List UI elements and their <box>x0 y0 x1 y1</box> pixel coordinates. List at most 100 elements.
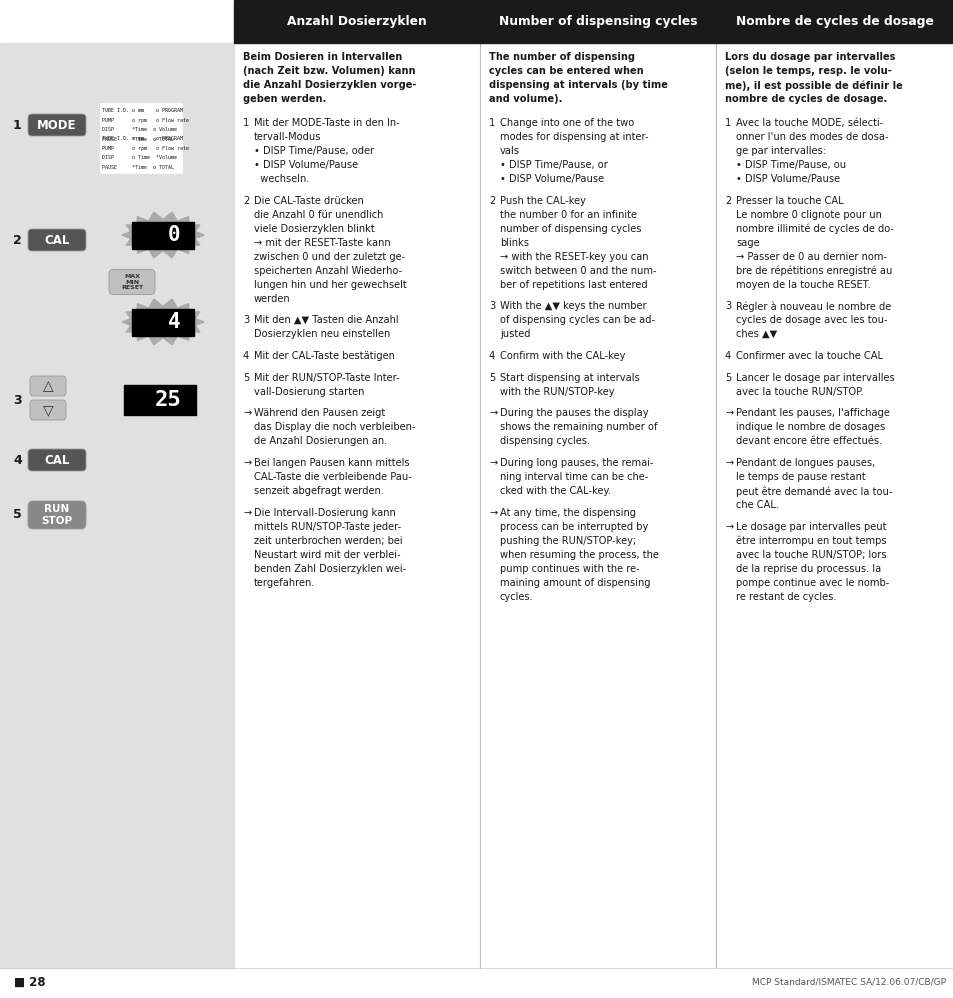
Text: indique le nombre de dosages: indique le nombre de dosages <box>735 422 884 432</box>
Text: blinks: blinks <box>499 238 529 248</box>
Text: speicherten Anzahl Wiederho-: speicherten Anzahl Wiederho- <box>253 265 402 275</box>
Text: (selon le temps, resp. le volu-: (selon le temps, resp. le volu- <box>724 66 891 76</box>
Text: CAL: CAL <box>44 453 70 466</box>
Text: werden: werden <box>253 293 291 303</box>
Text: benden Zahl Dosierzyklen wei-: benden Zahl Dosierzyklen wei- <box>253 564 406 574</box>
Text: tergefahren.: tergefahren. <box>253 578 315 588</box>
Text: 3: 3 <box>13 393 22 406</box>
Text: → Passer de 0 au dernier nom-: → Passer de 0 au dernier nom- <box>735 251 886 261</box>
Text: Dosierzyklen neu einstellen: Dosierzyklen neu einstellen <box>253 329 390 339</box>
Text: die Anzahl Dosierzyklen vorge-: die Anzahl Dosierzyklen vorge- <box>243 80 416 90</box>
FancyBboxPatch shape <box>30 376 66 396</box>
Text: 3: 3 <box>489 301 495 311</box>
Text: 3: 3 <box>724 301 731 311</box>
Text: 2: 2 <box>724 196 731 206</box>
Text: With the ▲▼ keys the number: With the ▲▼ keys the number <box>499 301 646 311</box>
Text: Le nombre 0 clignote pour un: Le nombre 0 clignote pour un <box>735 210 881 220</box>
Text: TUBE I.D. o mm    o PROGRAM: TUBE I.D. o mm o PROGRAM <box>102 137 183 142</box>
Text: Lancer le dosage par intervalles: Lancer le dosage par intervalles <box>735 372 894 382</box>
Text: 5: 5 <box>724 372 731 382</box>
Text: with the RUN/STOP-key: with the RUN/STOP-key <box>499 386 614 396</box>
Text: MCP Standard/ISMATEC SA/12.06.07/CB/GP: MCP Standard/ISMATEC SA/12.06.07/CB/GP <box>751 977 945 986</box>
Text: →: → <box>243 408 251 418</box>
Text: 5: 5 <box>243 372 249 382</box>
Text: vals: vals <box>499 146 519 156</box>
Text: senzeit abgefragt werden.: senzeit abgefragt werden. <box>253 486 383 496</box>
Text: avec la touche RUN/STOP.: avec la touche RUN/STOP. <box>735 386 862 396</box>
Text: • DISP Volume/Pause: • DISP Volume/Pause <box>735 174 840 184</box>
Text: ■ 28: ■ 28 <box>14 975 46 988</box>
Polygon shape <box>122 299 204 345</box>
Text: de Anzahl Dosierungen an.: de Anzahl Dosierungen an. <box>253 436 387 446</box>
Text: cycles.: cycles. <box>499 592 533 602</box>
Text: Change into one of the two: Change into one of the two <box>499 118 634 128</box>
Text: ber of repetitions last entered: ber of repetitions last entered <box>499 279 647 289</box>
Text: PAUSE     *Time  o TOTAL: PAUSE *Time o TOTAL <box>102 137 173 142</box>
Text: 4: 4 <box>243 351 249 361</box>
Text: Beim Dosieren in Intervallen: Beim Dosieren in Intervallen <box>243 52 402 62</box>
Text: peut être demandé avec la tou-: peut être demandé avec la tou- <box>735 486 892 497</box>
Text: devant encore être effectués.: devant encore être effectués. <box>735 436 882 446</box>
Bar <box>100 103 182 145</box>
Text: PUMP      o rpm   o Flow rate: PUMP o rpm o Flow rate <box>102 118 189 123</box>
Text: Anzahl Dosierzyklen: Anzahl Dosierzyklen <box>287 15 426 28</box>
Text: Avec la touche MODE, sélecti-: Avec la touche MODE, sélecti- <box>735 118 882 128</box>
Text: 1: 1 <box>243 118 249 128</box>
Text: • DISP Time/Pause, or: • DISP Time/Pause, or <box>499 160 607 170</box>
Text: être interrompu en tout temps: être interrompu en tout temps <box>735 536 885 546</box>
Text: onner l'un des modes de dosa-: onner l'un des modes de dosa- <box>735 132 887 142</box>
Text: pompe continue avec le nomb-: pompe continue avec le nomb- <box>735 578 888 588</box>
Text: lungen hin und her gewechselt: lungen hin und her gewechselt <box>253 279 406 289</box>
Bar <box>132 308 193 335</box>
Text: Neustart wird mit der verblei-: Neustart wird mit der verblei- <box>253 550 400 560</box>
Text: che CAL.: che CAL. <box>735 500 779 510</box>
Text: re restant de cycles.: re restant de cycles. <box>735 592 836 602</box>
Bar <box>0 43 233 968</box>
Text: →: → <box>489 458 497 468</box>
Text: RUN
STOP: RUN STOP <box>41 504 72 526</box>
Text: Die CAL-Taste drücken: Die CAL-Taste drücken <box>253 196 363 206</box>
Text: The number of dispensing: The number of dispensing <box>489 52 635 62</box>
Text: →: → <box>243 508 251 518</box>
Text: →: → <box>724 522 733 532</box>
Text: bre de répétitions enregistré au: bre de répétitions enregistré au <box>735 265 891 276</box>
Text: pump continues with the re-: pump continues with the re- <box>499 564 639 574</box>
FancyBboxPatch shape <box>30 400 66 420</box>
Text: ge par intervalles:: ge par intervalles: <box>735 146 825 156</box>
Text: MODE: MODE <box>37 119 76 132</box>
Text: number of dispensing cycles: number of dispensing cycles <box>499 224 640 234</box>
Text: me), il est possible de définir le: me), il est possible de définir le <box>724 80 902 91</box>
Text: 4: 4 <box>13 453 22 466</box>
FancyBboxPatch shape <box>28 229 86 251</box>
Text: 1: 1 <box>489 118 495 128</box>
Text: process can be interrupted by: process can be interrupted by <box>499 522 648 532</box>
Text: Start dispensing at intervals: Start dispensing at intervals <box>499 372 639 382</box>
Text: 4: 4 <box>489 351 495 361</box>
Text: 1: 1 <box>13 119 22 132</box>
Text: DISP      o Time  *Volume: DISP o Time *Volume <box>102 156 177 161</box>
Text: and volume).: and volume). <box>489 94 561 104</box>
Text: moyen de la touche RESET.: moyen de la touche RESET. <box>735 279 870 289</box>
Text: 25: 25 <box>154 390 181 410</box>
Text: CAL: CAL <box>44 234 70 247</box>
FancyBboxPatch shape <box>109 269 154 294</box>
Text: Mit den ▲▼ Tasten die Anzahl: Mit den ▲▼ Tasten die Anzahl <box>253 315 398 325</box>
Text: Presser la touche CAL: Presser la touche CAL <box>735 196 842 206</box>
Text: → with the RESET-key you can: → with the RESET-key you can <box>499 251 648 261</box>
Text: Push the CAL-key: Push the CAL-key <box>499 196 585 206</box>
Text: Lors du dosage par intervalles: Lors du dosage par intervalles <box>724 52 895 62</box>
Text: →: → <box>489 508 497 518</box>
Text: of dispensing cycles can be ad-: of dispensing cycles can be ad- <box>499 315 655 325</box>
Bar <box>233 0 479 43</box>
Text: sage: sage <box>735 238 759 248</box>
Text: PAUSE     *Time  o TOTAL: PAUSE *Time o TOTAL <box>102 165 173 170</box>
Text: →: → <box>243 458 251 468</box>
Text: avec la touche RUN/STOP; lors: avec la touche RUN/STOP; lors <box>735 550 885 560</box>
Text: 4: 4 <box>168 312 180 332</box>
Text: 2: 2 <box>13 234 22 247</box>
Text: Mit der MODE-Taste in den In-: Mit der MODE-Taste in den In- <box>253 118 399 128</box>
Text: During long pauses, the remai-: During long pauses, the remai- <box>499 458 653 468</box>
Text: Mit der CAL-Taste bestätigen: Mit der CAL-Taste bestätigen <box>253 351 395 361</box>
Text: Number of dispensing cycles: Number of dispensing cycles <box>498 15 697 28</box>
Text: modes for dispensing at inter-: modes for dispensing at inter- <box>499 132 648 142</box>
